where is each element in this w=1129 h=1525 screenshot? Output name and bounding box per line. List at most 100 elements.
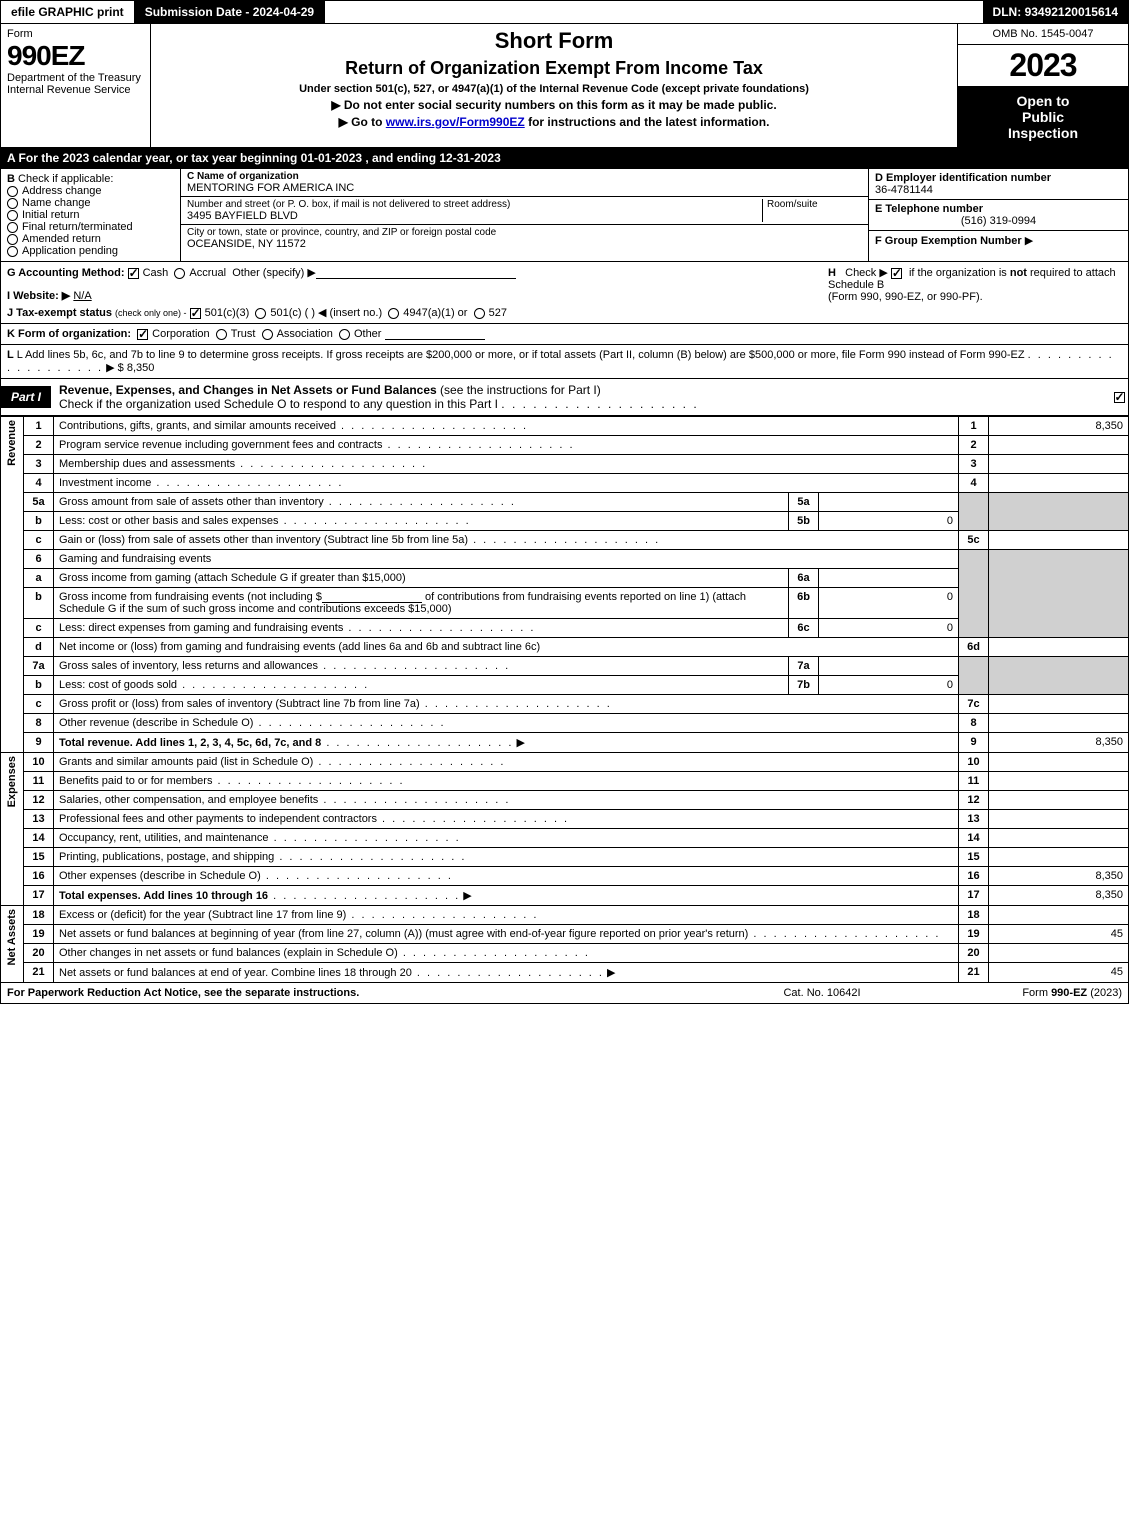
l6c-samt: 0 — [819, 619, 959, 638]
501c3-label: 501(c)(3) — [205, 307, 250, 319]
l7a-num: 7a — [24, 657, 54, 676]
f-label: F Group Exemption Number — [875, 235, 1022, 247]
l6d-amt — [989, 638, 1129, 657]
trust-checkbox[interactable] — [216, 329, 227, 340]
part1-schedule-o-check[interactable] — [1110, 390, 1128, 404]
l3-desc: Membership dues and assessments — [54, 455, 959, 474]
line-12: 12 Salaries, other compensation, and emp… — [1, 791, 1129, 810]
501c3-checkbox[interactable] — [190, 308, 201, 319]
j-label: J Tax-exempt status — [7, 307, 112, 319]
j-hint: (check only one) - — [115, 308, 187, 318]
l13-desc: Professional fees and other payments to … — [54, 810, 959, 829]
l15-box: 15 — [959, 848, 989, 867]
l21-desc: Net assets or fund balances at end of ye… — [54, 963, 959, 983]
l5c-amt — [989, 531, 1129, 550]
d-label: D Employer identification number — [875, 172, 1051, 184]
name-change-label: Name change — [22, 197, 91, 209]
l6b-samt: 0 — [819, 588, 959, 619]
501c-checkbox[interactable] — [255, 308, 266, 319]
addr-change-checkbox[interactable] — [7, 186, 18, 197]
4947-checkbox[interactable] — [388, 308, 399, 319]
schedule-b-checkbox[interactable] — [891, 268, 902, 279]
dln-box: DLN: 93492120015614 — [983, 1, 1128, 23]
cash-checkbox[interactable] — [128, 268, 139, 279]
l6a-desc: Gross income from gaming (attach Schedul… — [54, 569, 789, 588]
accrual-checkbox[interactable] — [174, 268, 185, 279]
l13-num: 13 — [24, 810, 54, 829]
l6d-num: d — [24, 638, 54, 657]
otherorg-checkbox[interactable] — [339, 329, 350, 340]
l9-amt: 8,350 — [989, 733, 1129, 753]
assoc-label: Association — [277, 328, 333, 340]
spacer — [325, 1, 982, 23]
527-checkbox[interactable] — [474, 308, 485, 319]
l19-desc: Net assets or fund balances at beginning… — [54, 925, 959, 944]
l7b-num: b — [24, 676, 54, 695]
l4-amt — [989, 474, 1129, 493]
l6c-num: c — [24, 619, 54, 638]
l7-greybox — [959, 657, 989, 695]
line-17: 17 Total expenses. Add lines 10 through … — [1, 886, 1129, 906]
527-label: 527 — [489, 307, 507, 319]
l7b-sbox: 7b — [789, 676, 819, 695]
open2: Public — [962, 109, 1124, 125]
form-ref-form: 990-EZ — [1051, 987, 1087, 999]
irs-link[interactable]: www.irs.gov/Form990EZ — [386, 115, 525, 129]
l5a-num: 5a — [24, 493, 54, 512]
otherorg-input[interactable] — [385, 328, 485, 340]
l4-box: 4 — [959, 474, 989, 493]
l17-desc: Total expenses. Add lines 10 through 16 … — [54, 886, 959, 906]
l5a-desc: Gross amount from sale of assets other t… — [54, 493, 789, 512]
app-pending-checkbox[interactable] — [7, 246, 18, 257]
form-word: Form — [7, 28, 144, 40]
short-form-title: Short Form — [157, 28, 951, 54]
l-amount: 8,350 — [127, 362, 155, 374]
line-2: 2 Program service revenue including gove… — [1, 436, 1129, 455]
corp-checkbox[interactable] — [137, 329, 148, 340]
other-specify-input[interactable] — [316, 267, 516, 279]
l5c-desc: Gain or (loss) from sale of assets other… — [54, 531, 959, 550]
l11-box: 11 — [959, 772, 989, 791]
l8-desc: Other revenue (describe in Schedule O) — [54, 714, 959, 733]
h-text2: if the organization is — [909, 267, 1010, 279]
l18-amt — [989, 906, 1129, 925]
line-19: 19 Net assets or fund balances at beginn… — [1, 925, 1129, 944]
otherorg-label: Other — [354, 328, 382, 340]
l9-desc: Total revenue. Add lines 1, 2, 3, 4, 5c,… — [54, 733, 959, 753]
l12-num: 12 — [24, 791, 54, 810]
l4-desc: Investment income — [54, 474, 959, 493]
cat-no: Cat. No. 10642I — [722, 987, 922, 999]
l11-amt — [989, 772, 1129, 791]
amended-checkbox[interactable] — [7, 234, 18, 245]
final-return-checkbox[interactable] — [7, 222, 18, 233]
top-bar: efile GRAPHIC print Submission Date - 20… — [0, 0, 1129, 24]
efile-button[interactable]: efile GRAPHIC print — [1, 1, 135, 23]
l7c-desc: Gross profit or (loss) from sales of inv… — [54, 695, 959, 714]
l6c-desc: Less: direct expenses from gaming and fu… — [54, 619, 789, 638]
i-label: I Website: ▶ — [7, 290, 70, 302]
header-right: OMB No. 1545-0047 2023 Open to Public In… — [958, 24, 1128, 147]
l6b-input[interactable] — [322, 591, 422, 603]
l21-amt: 45 — [989, 963, 1129, 983]
dln-value: 93492120015614 — [1025, 5, 1118, 19]
l17-num: 17 — [24, 886, 54, 906]
l20-num: 20 — [24, 944, 54, 963]
section-k: K Form of organization: Corporation Trus… — [0, 324, 1129, 345]
name-change-checkbox[interactable] — [7, 198, 18, 209]
l1-desc: Contributions, gifts, grants, and simila… — [54, 417, 959, 436]
line-7a: 7a Gross sales of inventory, less return… — [1, 657, 1129, 676]
l11-desc: Benefits paid to or for members — [54, 772, 959, 791]
part1-tag: Part I — [1, 386, 51, 408]
l5b-samt: 0 — [819, 512, 959, 531]
section-ghij: G Accounting Method: Cash Accrual Other … — [0, 262, 1129, 324]
initial-return-checkbox[interactable] — [7, 210, 18, 221]
other-label: Other (specify) ▶ — [232, 267, 316, 279]
line-5a: 5a Gross amount from sale of assets othe… — [1, 493, 1129, 512]
section-l: L L Add lines 5b, 6c, and 7b to line 9 t… — [0, 345, 1129, 379]
assoc-checkbox[interactable] — [262, 329, 273, 340]
k-label: K Form of organization: — [7, 328, 131, 340]
l16-box: 16 — [959, 867, 989, 886]
part1-title: Revenue, Expenses, and Changes in Net As… — [51, 379, 1110, 415]
l21-num: 21 — [24, 963, 54, 983]
l10-box: 10 — [959, 753, 989, 772]
